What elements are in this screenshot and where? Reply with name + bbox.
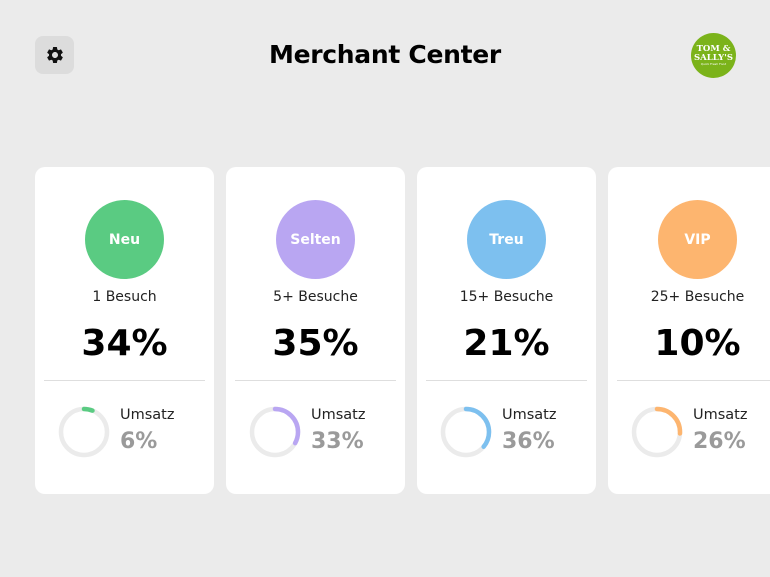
segment-percent: 34% bbox=[81, 323, 168, 364]
segment-card-selten[interactable]: Selten 5+ Besuche 35% Umsatz 33% bbox=[226, 167, 405, 494]
segment-percent: 21% bbox=[463, 323, 550, 364]
revenue-label: Umsatz bbox=[693, 407, 748, 423]
settings-button[interactable] bbox=[35, 36, 74, 74]
segment-label: VIP bbox=[684, 231, 711, 248]
segment-badge: Selten bbox=[276, 200, 355, 279]
revenue-label: Umsatz bbox=[502, 407, 557, 423]
segment-label: Treu bbox=[489, 231, 524, 248]
segment-badge: Neu bbox=[85, 200, 164, 279]
logo-line-2: SALLY'S bbox=[694, 52, 733, 63]
segment-percent: 35% bbox=[272, 323, 359, 364]
segment-badge: Treu bbox=[467, 200, 546, 279]
revenue-value: 36% bbox=[502, 429, 555, 454]
divider bbox=[235, 380, 396, 381]
segment-badge: VIP bbox=[658, 200, 737, 279]
divider bbox=[426, 380, 587, 381]
revenue-value: 26% bbox=[693, 429, 746, 454]
segment-label: Neu bbox=[108, 231, 141, 248]
revenue-ring bbox=[631, 406, 683, 458]
gear-icon bbox=[46, 46, 63, 63]
segment-card-treu[interactable]: Treu 15+ Besuche 21% Umsatz 36% bbox=[417, 167, 596, 494]
logo-line-3: Quick Fresh Food bbox=[700, 62, 727, 66]
merchant-logo[interactable]: TOM & SALLY'S Quick Fresh Food bbox=[691, 33, 736, 78]
segment-card-vip[interactable]: VIP 25+ Besuche 10% Umsatz 26% bbox=[608, 167, 770, 494]
revenue-ring bbox=[440, 406, 492, 458]
page-title: Merchant Center bbox=[269, 40, 501, 69]
revenue-label: Umsatz bbox=[120, 407, 175, 423]
segment-visits: 1 Besuch bbox=[92, 289, 157, 305]
revenue-value: 33% bbox=[311, 429, 364, 454]
revenue-ring bbox=[58, 406, 110, 458]
header: Merchant Center TOM & SALLY'S Quick Fres… bbox=[0, 0, 770, 110]
segment-percent: 10% bbox=[654, 323, 741, 364]
segment-visits: 25+ Besuche bbox=[650, 289, 745, 305]
revenue-value: 6% bbox=[120, 429, 158, 454]
revenue-label: Umsatz bbox=[311, 407, 366, 423]
segment-visits: 5+ Besuche bbox=[273, 289, 358, 305]
segment-visits: 15+ Besuche bbox=[459, 289, 554, 305]
segment-card-neu[interactable]: Neu 1 Besuch 34% Umsatz 6% bbox=[35, 167, 214, 494]
segment-label: Selten bbox=[290, 231, 341, 248]
revenue-ring bbox=[249, 406, 301, 458]
divider bbox=[617, 380, 770, 381]
divider bbox=[44, 380, 205, 381]
logo-line-1: TOM & bbox=[696, 44, 731, 54]
